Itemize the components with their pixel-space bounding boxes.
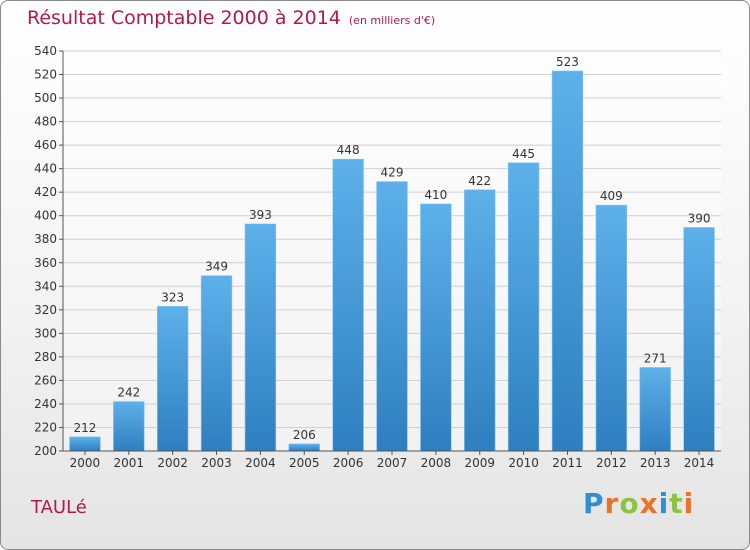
y-tick-label: 400: [34, 209, 57, 223]
bar-2001: [113, 401, 145, 452]
logo-letter: P: [583, 487, 605, 520]
town-name: TAULé: [31, 497, 87, 518]
bar-2004: [244, 223, 277, 452]
x-tick-label-2011: 2011: [552, 456, 583, 470]
x-tick-label-2007: 2007: [377, 456, 408, 470]
x-tick-label-2009: 2009: [464, 456, 495, 470]
value-label-2000: 212: [73, 421, 96, 435]
bar-2011: [551, 70, 584, 452]
bar-2005: [288, 443, 320, 452]
bar-2000: [69, 436, 101, 452]
chart-title: Résultat Comptable 2000 à 2014 (en millie…: [27, 7, 435, 29]
logo-letter: o: [619, 487, 640, 520]
value-label-2010: 445: [512, 147, 535, 161]
x-tick-label-2004: 2004: [245, 456, 276, 470]
value-label-2001: 242: [117, 386, 140, 400]
y-tick-label: 340: [34, 279, 57, 293]
proxiti-logo: Proxiti: [583, 487, 694, 520]
y-tick-label: 540: [34, 44, 57, 58]
y-tick-label: 520: [34, 68, 57, 82]
bar-2012: [595, 204, 627, 452]
y-tick-label: 500: [34, 91, 57, 105]
bar-2003: [200, 275, 233, 452]
x-tick-label-2005: 2005: [289, 456, 320, 470]
y-tick-label: 440: [34, 162, 57, 176]
bar-2013: [639, 367, 671, 452]
logo-letter: r: [604, 487, 620, 520]
y-tick-label: 480: [34, 115, 57, 129]
y-tick-label: 380: [34, 232, 57, 246]
value-label-2012: 409: [600, 189, 623, 203]
bar-2010: [507, 162, 540, 452]
value-label-2002: 323: [161, 290, 184, 304]
logo-letter: i: [658, 487, 670, 520]
bar-2002: [157, 305, 189, 452]
bar-2014: [683, 227, 715, 452]
chart-subtitle: (en milliers d'€): [348, 14, 436, 27]
y-tick-label: 320: [34, 303, 57, 317]
y-tick-label: 280: [34, 350, 57, 364]
value-label-2003: 349: [205, 260, 228, 274]
bar-2009: [464, 189, 496, 452]
y-tick-label: 220: [34, 420, 57, 434]
title-text: Résultat Comptable 2000 à 2014: [27, 7, 341, 29]
value-label-2006: 448: [337, 143, 360, 157]
value-label-2009: 422: [468, 174, 491, 188]
y-tick-label: 420: [34, 185, 57, 199]
value-label-2005: 206: [293, 428, 316, 442]
bar-2008: [420, 203, 452, 452]
logo-letter: i: [683, 487, 695, 520]
x-tick-label-2014: 2014: [684, 456, 715, 470]
bar-2006: [332, 158, 364, 452]
value-label-2004: 393: [249, 208, 272, 222]
value-label-2011: 523: [556, 55, 579, 69]
x-tick-label-2006: 2006: [333, 456, 364, 470]
value-label-2013: 271: [644, 351, 667, 365]
y-tick-label: 300: [34, 326, 57, 340]
logo-letter: t: [669, 487, 684, 520]
y-tick-label: 260: [34, 373, 57, 387]
x-tick-label-2012: 2012: [596, 456, 627, 470]
x-tick-label-2008: 2008: [421, 456, 452, 470]
x-tick-label-2003: 2003: [201, 456, 232, 470]
x-tick-label-2000: 2000: [70, 456, 101, 470]
x-tick-label-2002: 2002: [157, 456, 188, 470]
x-tick-label-2010: 2010: [508, 456, 539, 470]
x-tick-label-2013: 2013: [640, 456, 671, 470]
value-label-2008: 410: [424, 188, 447, 202]
y-tick-label: 200: [34, 444, 57, 458]
y-tick-label: 360: [34, 256, 57, 270]
value-label-2007: 429: [381, 166, 404, 180]
y-tick-label: 240: [34, 397, 57, 411]
logo-letter: x: [639, 487, 659, 520]
y-tick-label: 460: [34, 138, 57, 152]
x-tick-label-2001: 2001: [114, 456, 145, 470]
bar-2007: [376, 181, 408, 452]
value-label-2014: 390: [688, 211, 711, 225]
